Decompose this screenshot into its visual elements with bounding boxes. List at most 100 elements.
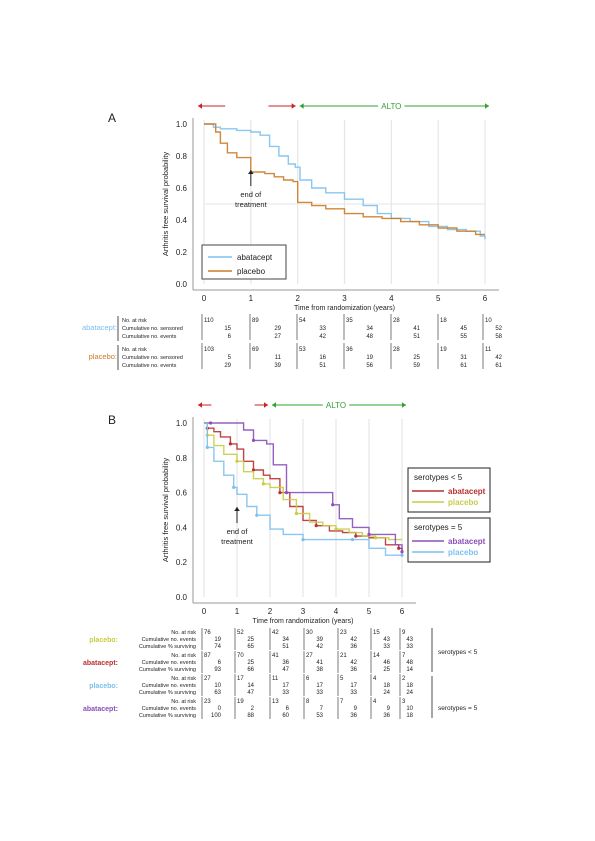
risk-table-value: 33 <box>319 326 326 332</box>
x-tick-label: 1 <box>249 294 254 303</box>
legend-box <box>407 517 491 563</box>
panel-letter: B <box>108 413 116 427</box>
risk-table-value: 6 <box>218 660 222 666</box>
risk-table-value: 25 <box>247 637 254 643</box>
alto-arrow-right-head <box>402 402 406 408</box>
alto-arrow-right-head <box>485 103 489 109</box>
annotation-text: treatment <box>221 537 254 546</box>
legend-label: placebo <box>237 267 266 276</box>
legend-box <box>407 467 491 513</box>
risk-table-at-risk: 18 <box>440 318 447 324</box>
risk-table-value: 14 <box>406 667 413 673</box>
risk-table-value: 51 <box>319 363 326 369</box>
risk-table-value: 36 <box>282 660 289 666</box>
risk-table-at-risk: 11 <box>272 676 279 682</box>
legend-label: abatacept <box>448 537 486 546</box>
panel-letter: A <box>108 111 116 125</box>
risk-table-value: 42 <box>316 644 323 650</box>
risk-table-value: 65 <box>247 644 254 650</box>
risk-table-value: 36 <box>383 713 390 719</box>
risk-table-value: 45 <box>460 326 467 332</box>
censor-marker <box>278 491 282 495</box>
risk-table-value: 25 <box>247 660 254 666</box>
risk-table-row-label: Cumulative no. events <box>142 706 197 712</box>
risk-table-row-label: Cumulative no. events <box>122 334 177 340</box>
y-axis-title: Arthritis free survival probability <box>161 458 170 562</box>
risk-table-at-risk: 17 <box>237 676 244 682</box>
annotation-text: end of <box>227 527 249 536</box>
risk-table-at-risk: 2 <box>402 676 406 682</box>
risk-table-group-label: abatacept: <box>82 323 117 332</box>
risk-table-at-risk: 5 <box>340 676 344 682</box>
risk-table-value: 10 <box>214 683 221 689</box>
censor-marker <box>400 550 404 554</box>
x-tick-label: 2 <box>268 607 273 616</box>
y-tick-label: 0.8 <box>176 454 188 463</box>
risk-table-at-risk: 6 <box>306 676 310 682</box>
risk-table-at-risk: 13 <box>272 699 279 705</box>
apippra-arrow-right-head <box>264 402 268 408</box>
risk-table-value: 93 <box>214 667 221 673</box>
risk-table-row-label: Cumulative no. sensored <box>122 355 183 361</box>
censor-marker <box>331 503 335 507</box>
censor-marker <box>301 537 305 542</box>
risk-table-value: 38 <box>316 667 323 673</box>
risk-table-value: 43 <box>406 637 413 643</box>
risk-table-row-label: No. at risk <box>171 699 196 705</box>
risk-table-value: 33 <box>282 690 289 696</box>
risk-table-at-risk: 27 <box>306 653 313 659</box>
risk-table-value: 74 <box>214 644 221 650</box>
x-axis-title: Time from randomization (years) <box>253 618 354 625</box>
y-tick-label: 1.0 <box>176 419 188 428</box>
x-tick-label: 0 <box>202 607 207 616</box>
legend-label: abatacept <box>237 253 273 262</box>
risk-table-at-risk: 14 <box>373 653 380 659</box>
legend-box <box>201 244 287 280</box>
risk-table-at-risk: 4 <box>373 699 377 705</box>
y-tick-label: 0.2 <box>176 558 188 567</box>
risk-table-row-label: Cumulative no. events <box>122 363 177 369</box>
risk-table-at-risk: 69 <box>252 347 259 353</box>
risk-table-group-label: abatacept: <box>83 706 118 713</box>
risk-table-at-risk: 15 <box>373 630 380 636</box>
risk-table-at-risk: 30 <box>306 630 313 636</box>
risk-table-row-label: Cumulative % surviving <box>139 644 196 650</box>
risk-table-at-risk: 7 <box>402 653 406 659</box>
risk-table-row-label: Cumulative no. sensored <box>122 326 183 332</box>
y-tick-label: 0.2 <box>176 248 188 257</box>
risk-table-at-risk: 53 <box>299 347 306 353</box>
risk-table-value: 36 <box>350 713 357 719</box>
risk-table-group-label: abatacept: <box>83 660 118 667</box>
alto-arrow-left-head <box>272 402 276 408</box>
censor-marker <box>284 491 289 495</box>
risk-table-at-risk: 3 <box>402 699 406 705</box>
risk-table-at-risk: 110 <box>204 318 214 324</box>
risk-table-value: 9 <box>354 706 358 712</box>
risk-table-value: 42 <box>319 334 326 340</box>
censor-marker <box>294 511 298 516</box>
risk-table-at-risk: 103 <box>204 347 215 353</box>
risk-table-value: 17 <box>350 683 357 689</box>
serotype-bracket-label: serotypes = 5 <box>438 705 478 712</box>
risk-table-value: 41 <box>413 326 420 332</box>
legend-label: placebo <box>448 548 478 557</box>
risk-table-value: 41 <box>316 660 323 666</box>
risk-table-value: 18 <box>383 683 390 689</box>
x-tick-label: 5 <box>436 294 441 303</box>
risk-table-value: 9 <box>387 706 391 712</box>
legend-label: placebo <box>448 498 478 507</box>
risk-table-group-label: placebo: <box>89 637 118 644</box>
risk-table-row-label: No. at risk <box>171 653 196 659</box>
risk-table-at-risk: 89 <box>252 318 259 324</box>
risk-table-at-risk: 42 <box>272 630 279 636</box>
risk-table-at-risk: 11 <box>485 347 492 353</box>
risk-table-at-risk: 52 <box>237 630 244 636</box>
risk-table-at-risk: 36 <box>346 347 353 353</box>
risk-table-row-label: No. at risk <box>171 630 196 636</box>
x-tick-label: 1 <box>235 607 240 616</box>
phase-label-background <box>225 101 269 111</box>
risk-table-at-risk: 28 <box>393 347 400 353</box>
risk-table-value: 66 <box>247 667 254 673</box>
risk-table-value: 63 <box>214 690 221 696</box>
survival-curve <box>204 422 403 552</box>
